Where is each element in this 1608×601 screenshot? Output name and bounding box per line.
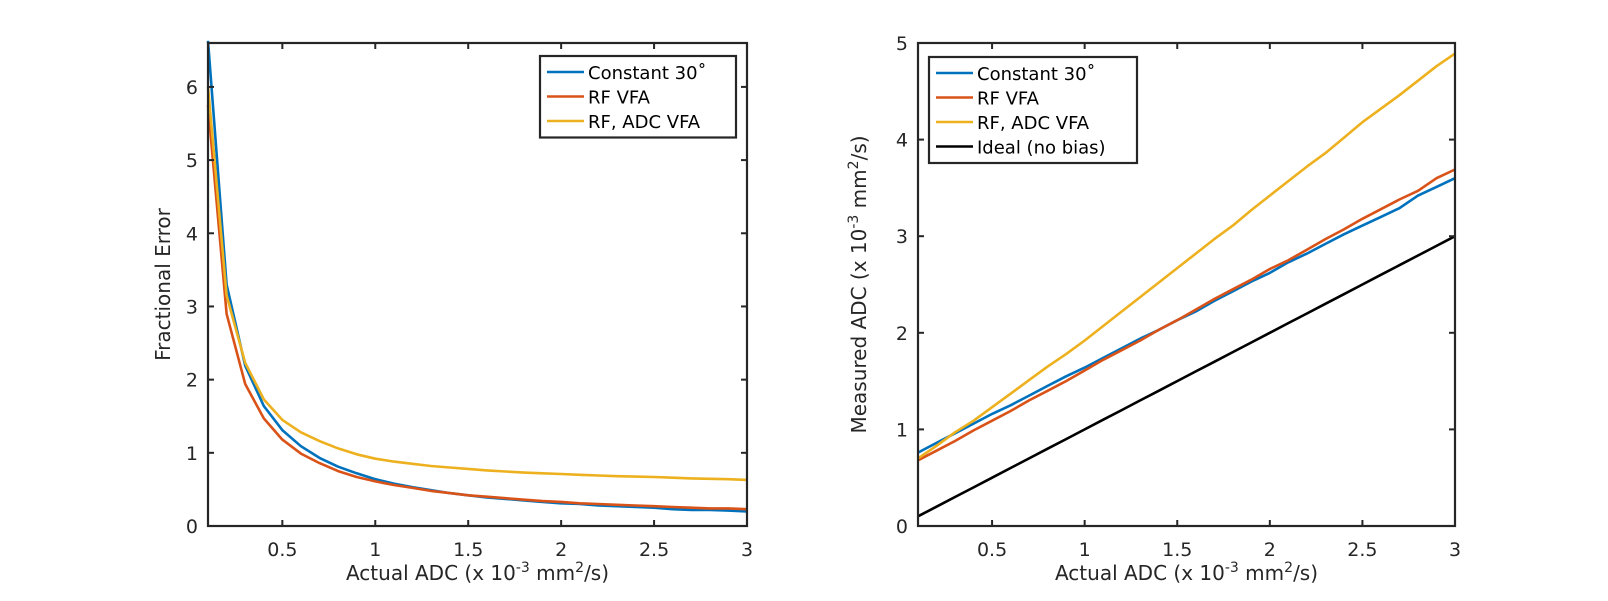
series-line-rf-adc-vfa — [206, 86, 748, 482]
x-tick-label: 2 — [555, 539, 567, 561]
y-axis-label-pre: Measured ADC (x 10 — [847, 229, 871, 434]
x-axis-label-post: /s) — [584, 561, 609, 585]
y-tick-label: 3 — [186, 296, 198, 318]
x-axis-label-sup2: 2 — [1284, 560, 1293, 576]
axes-box — [916, 41, 1457, 528]
y-axis-label: Fractional Error — [151, 207, 175, 361]
x-tick-label: 3 — [1449, 539, 1461, 561]
x-axis-label-mid: mm — [530, 561, 575, 585]
y-tick-label: 6 — [186, 77, 198, 99]
legend-label: Ideal (no bias) — [977, 138, 1106, 159]
x-tick-label: 0.5 — [977, 539, 1007, 561]
x-axis-label-post: /s) — [1293, 561, 1318, 585]
x-axis-label: Actual ADC (x 10-3 mm2/s) — [346, 560, 609, 585]
x-tick-label: 1 — [369, 539, 381, 561]
legend-label: Constant 30˚ — [977, 64, 1096, 85]
x-tick-label: 1.5 — [453, 539, 483, 561]
y-tick-label: 3 — [896, 226, 908, 248]
y-tick-label: 5 — [896, 33, 908, 55]
x-axis-label-sup2: 2 — [575, 560, 584, 576]
x-axis-label: Actual ADC (x 10-3 mm2/s) — [1055, 560, 1318, 585]
y-tick-label: 5 — [186, 150, 198, 172]
y-tick-label: 2 — [186, 370, 198, 392]
y-tick-label: 2 — [896, 323, 908, 345]
x-axis-label-pre: Actual ADC (x 10 — [1055, 561, 1225, 585]
y-axis-label-post: /s) — [847, 135, 871, 160]
legend-label: RF, ADC VFA — [977, 113, 1090, 134]
x-tick-label: 0.5 — [267, 539, 297, 561]
x-axis-label-mid: mm — [1239, 561, 1284, 585]
y-tick-label: 4 — [186, 223, 198, 245]
x-tick-label: 1.5 — [1162, 539, 1192, 561]
legend-label: RF VFA — [977, 89, 1040, 110]
x-tick-label: 2.5 — [1347, 539, 1377, 561]
x-axis-label-pre: Actual ADC (x 10 — [346, 561, 516, 585]
x-tick-label: 1 — [1079, 539, 1091, 561]
y-axis-label-sup1: -3 — [846, 215, 862, 229]
x-axis-label-sup1: -3 — [1225, 560, 1239, 576]
series-line-ideal-no-bias- — [917, 235, 1456, 518]
y-tick-label: 1 — [896, 419, 908, 441]
x-tick-label: 2.5 — [639, 539, 669, 561]
y-axis-label: Measured ADC (x 10-3 mm2/s) — [846, 135, 871, 433]
y-axis-label-mid: mm — [847, 169, 871, 214]
x-tick-label: 3 — [741, 539, 753, 561]
legend: Constant 30˚ RF VFA RF, ADC VFA — [538, 54, 738, 139]
y-tick-label: 1 — [186, 443, 198, 465]
legend-label: RF VFA — [588, 88, 651, 109]
series-line-rf-adc-vfa — [917, 52, 1456, 460]
x-axis-label-sup1: -3 — [516, 560, 530, 576]
series-line-rf-vfa — [917, 168, 1456, 462]
fractional-error-chart: 0.5 1 1.5 2 2.5 3 0 1 2 3 4 5 6 Actual ADC (x 10-3 mm… — [151, 40, 753, 585]
x-tick-label: 2 — [1264, 539, 1276, 561]
legend: Constant 30˚ RF VFA RF, ADC VFA Ideal (no b… — [927, 55, 1139, 165]
y-tick-label: 0 — [896, 516, 908, 538]
legend-label: Constant 30˚ — [588, 63, 707, 84]
axes-box — [206, 41, 749, 528]
legend-label: RF, ADC VFA — [588, 112, 701, 133]
y-axis-label-sup2: 2 — [846, 160, 862, 169]
series-line-rf-vfa — [206, 105, 748, 511]
y-tick-label: 0 — [186, 516, 198, 538]
y-tick-label: 4 — [896, 130, 908, 152]
